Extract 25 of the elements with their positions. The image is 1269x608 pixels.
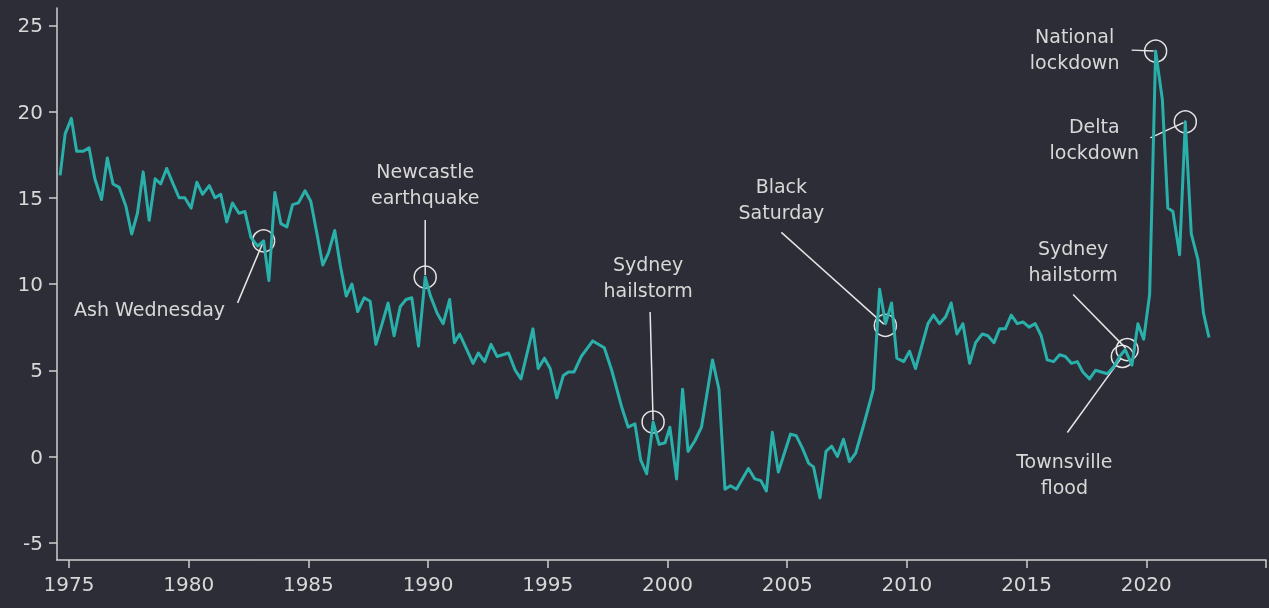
x-tick-label: 2020: [1120, 572, 1172, 596]
y-tick-label: -5: [23, 530, 43, 555]
x-tick-label: 1980: [163, 572, 215, 596]
annotation: Black Saturday: [738, 175, 825, 224]
annotation: Ash Wednesday: [74, 297, 226, 320]
annotation: Delta lockdown: [1049, 114, 1140, 163]
x-tick-label: 1985: [282, 572, 334, 596]
x-tick-label: 1975: [43, 572, 95, 596]
y-tick-label: 0: [30, 444, 43, 469]
y-tick-label: 20: [17, 99, 43, 124]
x-tick-label: 1990: [402, 572, 454, 596]
annotation: Sydney hailstorm: [1028, 236, 1118, 285]
y-tick-label: 10: [17, 272, 43, 296]
y-tick-label: 15: [17, 185, 43, 210]
y-tick-label: 5: [30, 358, 43, 383]
x-tick-label: 2015: [1001, 572, 1053, 596]
x-tick-label: 2000: [642, 572, 693, 596]
annotation: Sydney hailstorm: [603, 253, 693, 301]
annotation: Townsville flood: [1015, 450, 1113, 499]
x-tick-label: 2010: [881, 572, 933, 596]
x-tick-label: 1995: [522, 572, 574, 596]
annotation: Newcastle earthquake: [371, 160, 480, 209]
annotation: National lockdown: [1029, 25, 1120, 74]
x-tick-label: 2005: [761, 572, 813, 596]
y-tick-label: 25: [17, 13, 43, 38]
